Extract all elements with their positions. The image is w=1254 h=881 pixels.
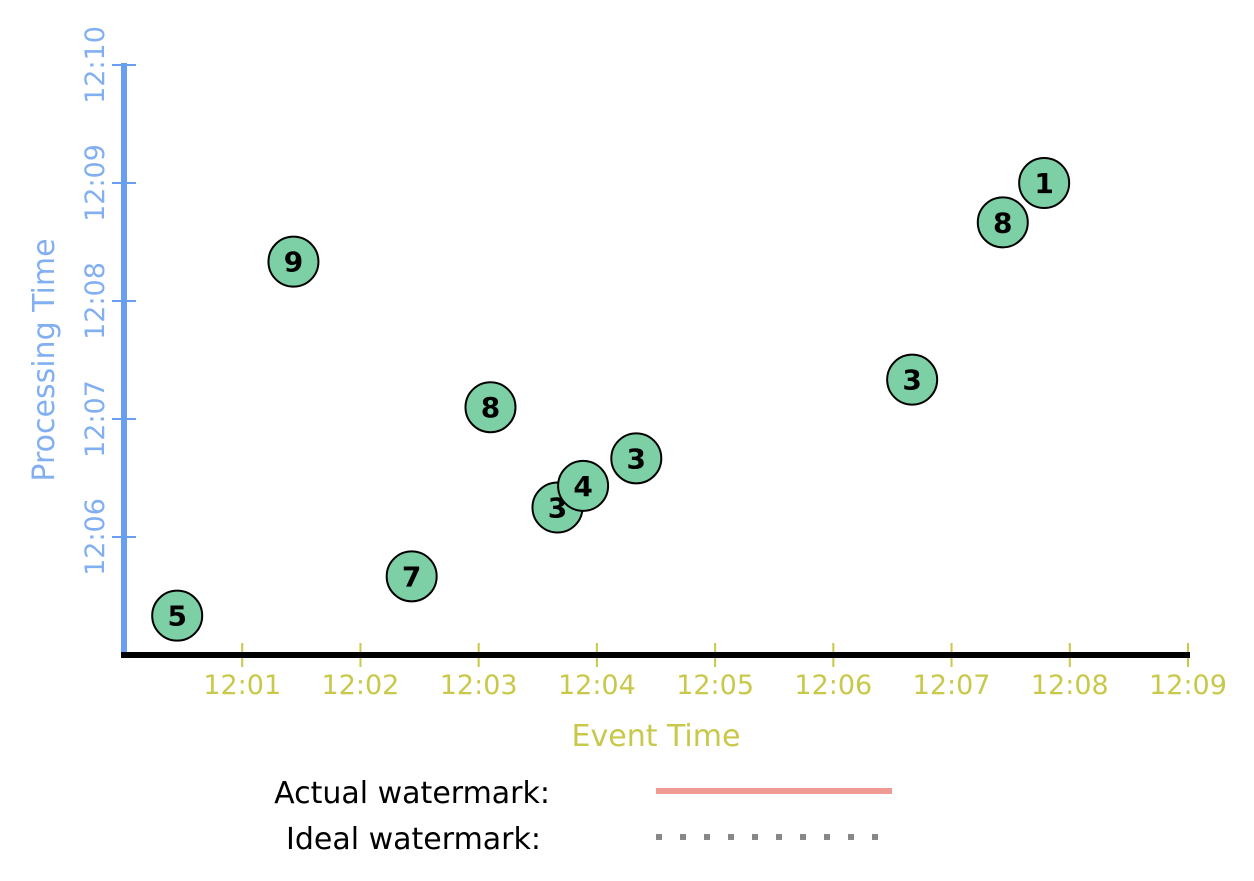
- data-point-label: 3: [902, 364, 921, 397]
- y-tick-label: 12:09: [80, 144, 111, 222]
- x-tick-label: 12:03: [440, 670, 518, 701]
- data-point-label: 4: [573, 470, 592, 503]
- data-point-marker: [610, 432, 663, 485]
- data-point: 7: [385, 550, 438, 603]
- y-tick-label: 12:06: [80, 498, 111, 576]
- data-point-label: 3: [627, 442, 646, 475]
- data-point: 8: [976, 196, 1029, 249]
- x-tick-label: 12:01: [203, 670, 281, 701]
- legend-ideal-label: Ideal watermark:: [286, 822, 541, 857]
- data-point: 9: [267, 235, 320, 288]
- data-point: 4: [557, 459, 610, 512]
- data-point-marker: [886, 353, 939, 406]
- data-point-marker: [557, 459, 610, 512]
- data-point: 5: [151, 589, 204, 642]
- data-point-label: 7: [402, 560, 421, 593]
- data-point-marker: [464, 381, 517, 434]
- y-tick-label: 12:10: [80, 26, 111, 104]
- data-point-marker: [151, 589, 204, 642]
- legend: Actual watermark: Ideal watermark:: [274, 776, 892, 857]
- x-axis-ticks: 12:01 12:02 12:03 12:04 12:05 12:06 12:07 12:08…: [203, 643, 1227, 701]
- data-point-marker: [1018, 157, 1071, 209]
- data-point-marker: [385, 550, 438, 603]
- y-tick-label: 12:08: [80, 262, 111, 340]
- data-point: 8: [464, 381, 517, 434]
- data-point-label: 8: [993, 206, 1012, 239]
- x-tick-label: 12:06: [794, 670, 872, 701]
- x-tick-label: 12:05: [676, 670, 754, 701]
- x-tick-label: 12:04: [558, 670, 636, 701]
- x-tick-label: 12:08: [1031, 670, 1109, 701]
- data-point-label: 1: [1034, 167, 1053, 200]
- x-tick-label: 12:07: [913, 670, 991, 701]
- x-tick-label: 12:02: [322, 670, 400, 701]
- data-point-marker: [976, 196, 1029, 249]
- data-point-marker: [267, 235, 320, 288]
- x-tick-label: 12:09: [1149, 670, 1227, 701]
- data-point: 1: [1018, 157, 1071, 209]
- y-axis-ticks: 12:06 12:07 12:08 12:09 12:10: [80, 26, 136, 576]
- data-point-label: 8: [481, 391, 500, 424]
- data-point-label: 5: [167, 600, 186, 633]
- data-point: 3: [886, 353, 939, 406]
- y-axis-title: Processing Time: [27, 238, 62, 481]
- x-axis-title: Event Time: [572, 719, 741, 754]
- data-point: 3: [610, 432, 663, 485]
- data-point-label: 9: [284, 246, 303, 279]
- legend-actual-label: Actual watermark:: [274, 776, 550, 811]
- y-tick-label: 12:07: [80, 380, 111, 458]
